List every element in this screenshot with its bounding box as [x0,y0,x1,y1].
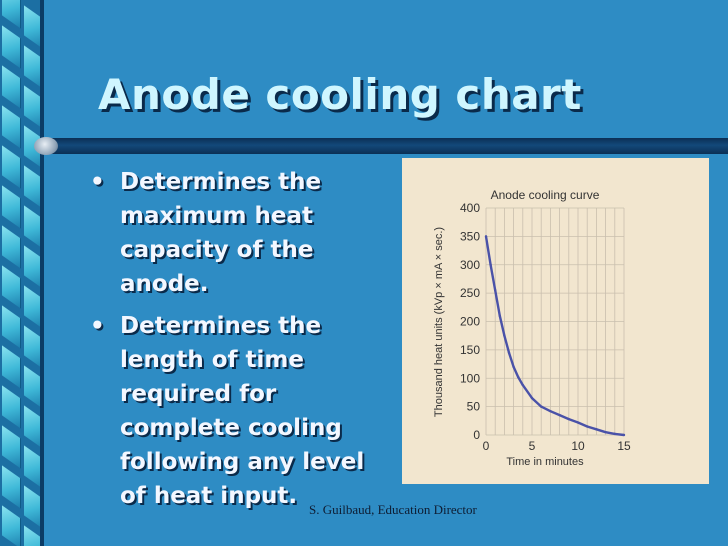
x-tick-label: 0 [483,439,490,453]
decorative-tile [2,505,21,546]
tick-label-layer: 0 50 100 150 200 250 300 350 400 0 5 10 15 [460,201,631,453]
decorative-tile [2,425,21,469]
decorative-tile [2,305,21,349]
data-point [613,432,616,436]
y-tick-label: 0 [473,428,480,442]
x-tick-label: 10 [571,439,585,453]
data-point [503,334,506,337]
y-tick-label: 200 [460,315,480,329]
curve-layer [484,235,626,437]
data-point [576,421,580,424]
bullet-list: • Determines the maximum heat capacity o… [88,165,388,521]
y-tick-label: 350 [460,229,480,243]
data-point [484,235,488,238]
bullet-text: Determines the length of time required f… [120,313,365,509]
data-point [517,375,520,379]
bullet-text: Determines the maximum heat capacity of … [120,169,322,297]
anode-cooling-chart: Anode cooling curve Time in minutes Thou… [433,188,631,468]
decorative-tile [2,185,21,229]
chart-figure: Anode cooling curve Time in minutes Thou… [402,158,709,484]
decorative-tile [2,385,21,429]
y-tick-label: 50 [467,400,481,414]
y-axis-label: Thousand heat units (kVp × mA × sec.) [433,227,445,417]
data-point [530,396,534,400]
series-line [484,236,625,437]
data-point [494,289,497,292]
y-tick-label: 400 [460,201,480,215]
bullet-item: • Determines the length of time required… [88,309,388,513]
data-point [604,430,607,434]
data-point [540,405,543,408]
data-point [567,417,570,421]
data-point [498,314,501,318]
data-point [586,425,589,428]
x-axis-label: Time in minutes [506,456,584,468]
decorative-tile [2,345,21,389]
vertical-divider [40,0,44,546]
slide-title: Anode cooling chart [98,70,582,119]
decorative-tile [2,465,21,509]
data-point [595,428,598,431]
decorative-tile [2,105,21,149]
data-point [549,409,552,413]
decorative-tile [2,0,21,29]
grid-layer [485,207,625,436]
decorative-tile [2,265,21,309]
bar-end-knob [34,137,58,155]
y-tick-label: 100 [460,371,480,385]
bullet-item: • Determines the maximum heat capacity o… [88,165,388,301]
x-tick-label: 5 [529,439,536,453]
data-point [512,365,515,369]
y-tick-label: 150 [460,343,480,357]
data-point [507,351,511,354]
data-point [489,263,492,266]
y-tick-label: 250 [460,286,480,300]
decorative-tile [2,225,21,269]
bullet-symbol: • [90,169,105,195]
decorative-tile [2,25,21,69]
decorative-tile-strip [0,0,44,546]
bullet-symbol: • [90,313,105,339]
data-point [558,413,561,417]
footer-credit: S. Guilbaud, Education Director [309,502,477,517]
x-tick-label: 15 [617,439,631,453]
y-tick-label: 300 [460,258,480,272]
data-point [521,383,524,387]
decorative-tile [2,145,21,189]
decorative-tile [2,65,21,109]
title-underline-bar [40,138,728,154]
data-point [622,433,626,437]
chart-title: Anode cooling curve [491,188,600,202]
